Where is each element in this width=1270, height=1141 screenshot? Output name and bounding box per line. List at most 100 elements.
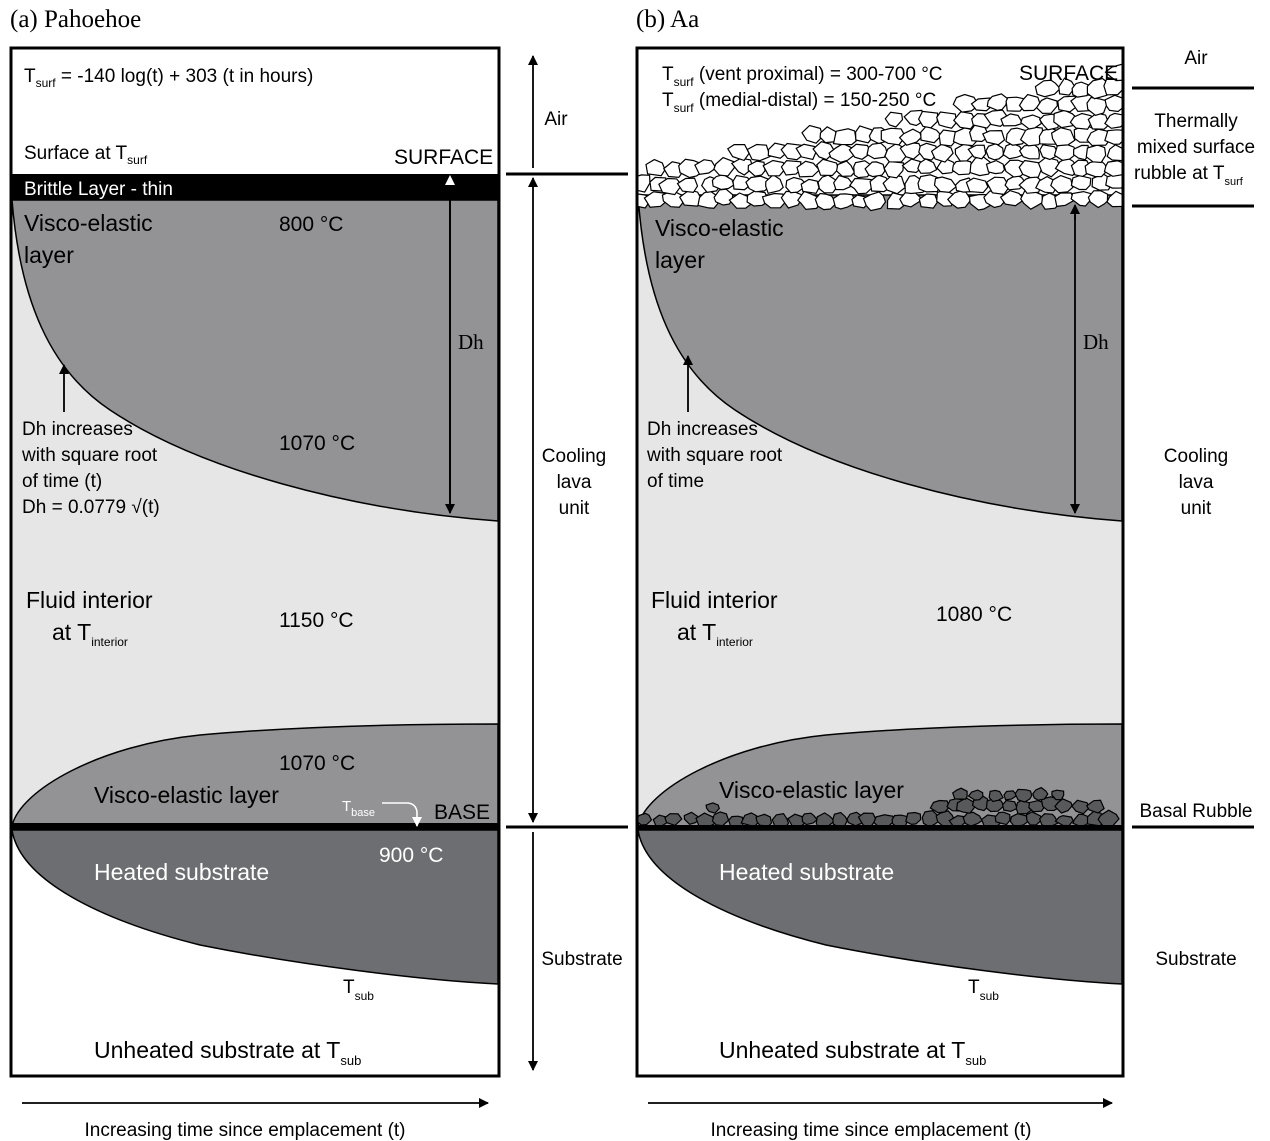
- surface-rubble-clast: [848, 177, 875, 195]
- surface-rubble-clast: [1070, 174, 1092, 191]
- surface-rubble-clast: [946, 189, 972, 209]
- surface-rubble-clast: [1071, 81, 1091, 98]
- basal-rubble-label: Basal Rubble: [1139, 801, 1252, 822]
- surface-rubble-clast: [697, 190, 721, 209]
- surface-rubble-clast: [694, 159, 717, 176]
- surface-rubble-clast: [816, 158, 839, 177]
- surface-rubble-clast: [880, 127, 907, 146]
- t-sub-label-b: Tsub: [968, 977, 999, 1003]
- basal-rubble-clast: [1070, 799, 1090, 815]
- surface-rubble-clast: [930, 143, 954, 163]
- surface-rubble-clast: [767, 142, 789, 159]
- surface-rubble-clast: [780, 190, 804, 209]
- surface-rubble-clast: [833, 174, 855, 191]
- surface-rubble-clast: [1058, 77, 1077, 96]
- surface-rubble-clast: [711, 173, 735, 191]
- surface-rubble-clast: [1053, 143, 1079, 162]
- surface-rubble-clast: [765, 174, 784, 195]
- basal-rubble-clast: [1001, 799, 1018, 813]
- base-line: [12, 823, 498, 830]
- surface-label-b: SURFACE: [1019, 62, 1118, 85]
- surface-rubble-clast: [1105, 172, 1122, 189]
- cooling-label-middle-2: lava: [557, 472, 592, 493]
- surface-rubble-clast: [882, 174, 906, 195]
- visco-top-label-line2: layer: [24, 242, 74, 268]
- surface-at-tsurf-label: Surface at Tsurf: [24, 143, 148, 167]
- surface-rubble-clast: [676, 177, 699, 194]
- surface-rubble-clast: [713, 188, 734, 206]
- surface-rubble-clast: [1035, 97, 1059, 115]
- surface-rubble-clast: [884, 111, 904, 128]
- unheated-substrate-label-a: Unheated substrate at Tsub: [94, 1037, 361, 1068]
- surface-rubble-clast: [797, 190, 821, 211]
- surface-rubble-clast: [917, 110, 939, 129]
- panel-a-title: (a) Pahoehoe: [10, 6, 141, 33]
- surface-rubble-clast: [1050, 174, 1074, 194]
- t-base-label: Tbase: [342, 798, 375, 819]
- surface-rubble-clast: [951, 159, 974, 176]
- surface-rubble-clast: [985, 159, 1006, 175]
- surface-rubble-clast: [730, 157, 754, 176]
- surface-rubble-clast: [898, 128, 923, 146]
- panel-a-pahoehoe: (a) Pahoehoe Tsurf = -140 log(t) + 303 (…: [9, 6, 501, 1141]
- basal-rubble-clast: [929, 799, 950, 814]
- cooling-label-right-1: Cooling: [1164, 446, 1228, 467]
- surface-rubble-clast: [985, 143, 1005, 161]
- visco-bottom-label-a: Visco-elastic layer: [94, 782, 279, 808]
- basal-rubble-clast: [683, 811, 700, 825]
- surface-rubble-clast: [1103, 76, 1122, 96]
- surface-rubble-clast: [1000, 113, 1024, 127]
- upper-visco-elastic-region-b: [638, 194, 1122, 522]
- basal-rubble-clast: [705, 802, 720, 814]
- surface-rubble-clast: [1104, 94, 1122, 113]
- temp-1080-label: 1080 °C: [936, 603, 1012, 626]
- surface-rubble-clast: [999, 189, 1026, 207]
- temp-1150-label: 1150 °C: [279, 609, 354, 632]
- surface-rubble-clast: [1018, 93, 1041, 112]
- surface-rubble-clast: [661, 189, 685, 208]
- heated-substrate-label-a: Heated substrate: [94, 859, 269, 885]
- surface-rubble-clast: [899, 142, 924, 160]
- lower-visco-elastic-region: [11, 723, 499, 827]
- tsurf-vent-label: Tsurf (vent proximal) = 300-700 °C: [662, 64, 943, 89]
- dh-note-b-line1: Dh increases: [647, 419, 758, 440]
- at-t-interior-label-a: at Tinterior: [52, 619, 128, 649]
- surface-rubble-clast: [967, 144, 987, 160]
- panel-b-title: (b) Aa: [636, 6, 699, 33]
- basal-rubble-clast: [801, 812, 818, 826]
- surface-rubble-clast: [832, 193, 857, 210]
- surface-rubble-clast: [1104, 63, 1122, 82]
- basal-rubble-clast: [985, 797, 1005, 813]
- surface-rubble-clast: [746, 143, 771, 162]
- surface-rubble-clast: [936, 111, 958, 129]
- rubble-label-line3: rubble at Tsurf: [1134, 163, 1244, 188]
- surface-rubble-clast: [1072, 144, 1091, 161]
- surface-rubble-clast: [866, 142, 888, 160]
- dh-label-b: Dh: [1083, 330, 1109, 354]
- basal-rubble-clast: [967, 789, 984, 801]
- dh-note-b-line2: with square root: [646, 445, 783, 466]
- substrate-label-middle: Substrate: [541, 949, 622, 970]
- panel-b-frame: [635, 46, 1125, 1078]
- surface-rubble-clast: [658, 177, 683, 196]
- surface-rubble-clast: [678, 189, 703, 207]
- surface-rubble-clast: [1018, 144, 1041, 160]
- surface-rubble-clast: [864, 161, 886, 178]
- basal-rubble-clast: [638, 812, 653, 826]
- basal-rubble-clast: [1025, 811, 1043, 826]
- surface-rubble-clast: [745, 175, 772, 193]
- t-sub-label-a: Tsub: [343, 977, 374, 1003]
- dh-note-b-line3: of time: [647, 471, 704, 492]
- basal-rubble-clast: [1054, 798, 1073, 814]
- surface-rubble-clast: [746, 190, 770, 207]
- basal-rubble-clast: [1085, 799, 1105, 814]
- surface-rubble-clast: [828, 142, 855, 163]
- surface-rubble-clast: [1034, 175, 1059, 194]
- basal-rubble-clast: [905, 811, 922, 826]
- right-axis: Air Thermally mixed surface rubble at Ts…: [1132, 48, 1255, 970]
- surface-rubble-clast: [1005, 96, 1025, 112]
- temp-1070-top-label: 1070 °C: [279, 432, 355, 455]
- surface-rubble-clast: [1069, 112, 1093, 130]
- surface-rubble-clast: [848, 143, 873, 160]
- surface-rubble-clast: [1020, 114, 1042, 130]
